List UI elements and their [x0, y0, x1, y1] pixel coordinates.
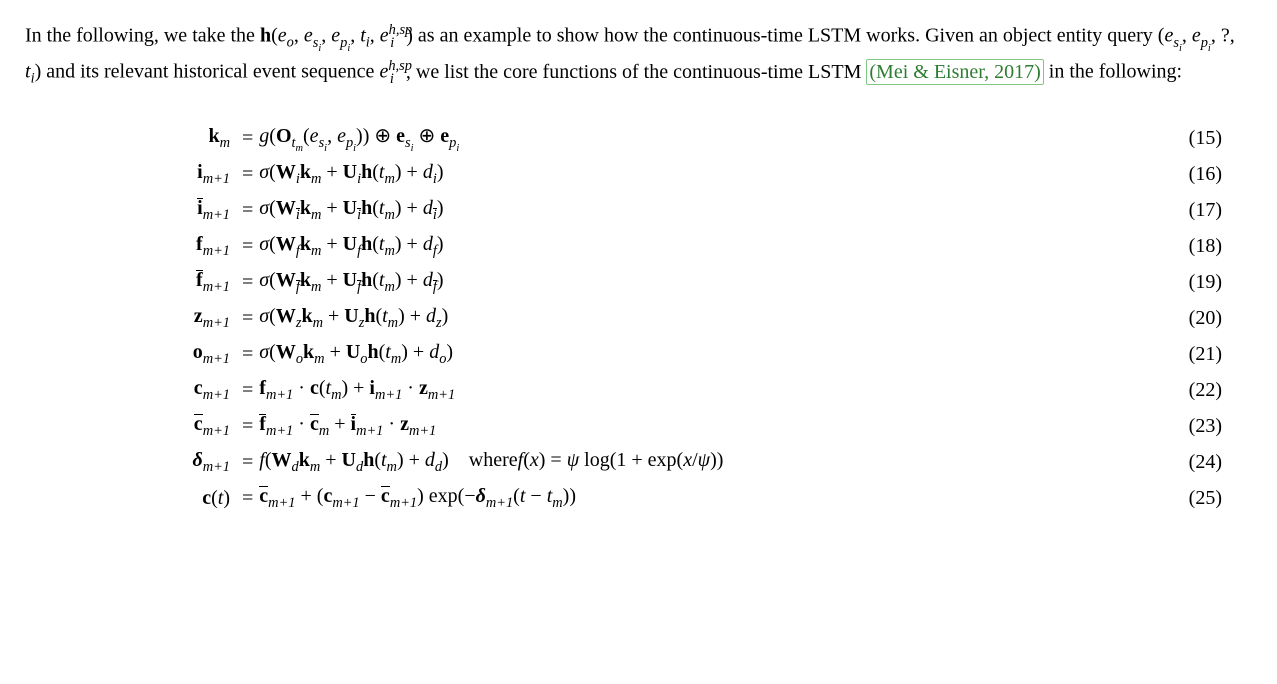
equation-row: zm+1 = σ(Wzkm + Uzh(tm) + dz) (20) [155, 300, 1222, 336]
citation-link[interactable]: (Mei & Eisner, 2017) [866, 59, 1043, 85]
equation-row: fm+1 = σ(Wfkm + Ufh(tm) + df) (19) [155, 264, 1222, 300]
equation-row: km = g(Otm(esi, epi)) ⊕ esi ⊕ epi (15) [155, 120, 1222, 156]
equation-row: im+1 = σ(Wikm + Uih(tm) + di) (16) [155, 156, 1222, 192]
eq-number: (22) [1172, 379, 1222, 402]
equation-row: δm+1 = f(Wdkm + Udh(tm) + dd) wheref(x) … [155, 444, 1222, 480]
eq-number: (15) [1172, 127, 1222, 150]
equation-row: om+1 = σ(Wokm + Uoh(tm) + do) (21) [155, 336, 1222, 372]
equation-row: c(t) = cm+1 + (cm+1 − cm+1) exp(−δm+1(t … [155, 480, 1222, 516]
equation-row: im+1 = σ(Wikm + Uih(tm) + di) (17) [155, 192, 1222, 228]
intro-paragraph: In the following, we take the h(eo, esi,… [25, 20, 1252, 90]
eq-number: (19) [1172, 271, 1222, 294]
eq-number: (16) [1172, 163, 1222, 186]
eq-number: (23) [1172, 415, 1222, 438]
text: , we list the core functions of the cont… [406, 61, 866, 83]
eq-number: (17) [1172, 199, 1222, 222]
text: as an example to show how the continuous… [413, 25, 1165, 47]
text: In the following, we take the [25, 25, 260, 47]
eq-number: (20) [1172, 307, 1222, 330]
eq-number: (21) [1172, 343, 1222, 366]
eq-number: (25) [1172, 487, 1222, 510]
eq-number: (24) [1172, 451, 1222, 474]
equation-row: cm+1 = fm+1 · cm + im+1 · zm+1 (23) [155, 408, 1222, 444]
text: and its relevant historical event sequen… [41, 61, 379, 83]
equation-row: cm+1 = fm+1 · c(tm) + im+1 · zm+1 (22) [155, 372, 1222, 408]
equation-row: fm+1 = σ(Wfkm + Ufh(tm) + df) (18) [155, 228, 1222, 264]
text: in the following: [1044, 61, 1182, 83]
equation-block: km = g(Otm(esi, epi)) ⊕ esi ⊕ epi (15) i… [155, 120, 1222, 516]
eq-number: (18) [1172, 235, 1222, 258]
